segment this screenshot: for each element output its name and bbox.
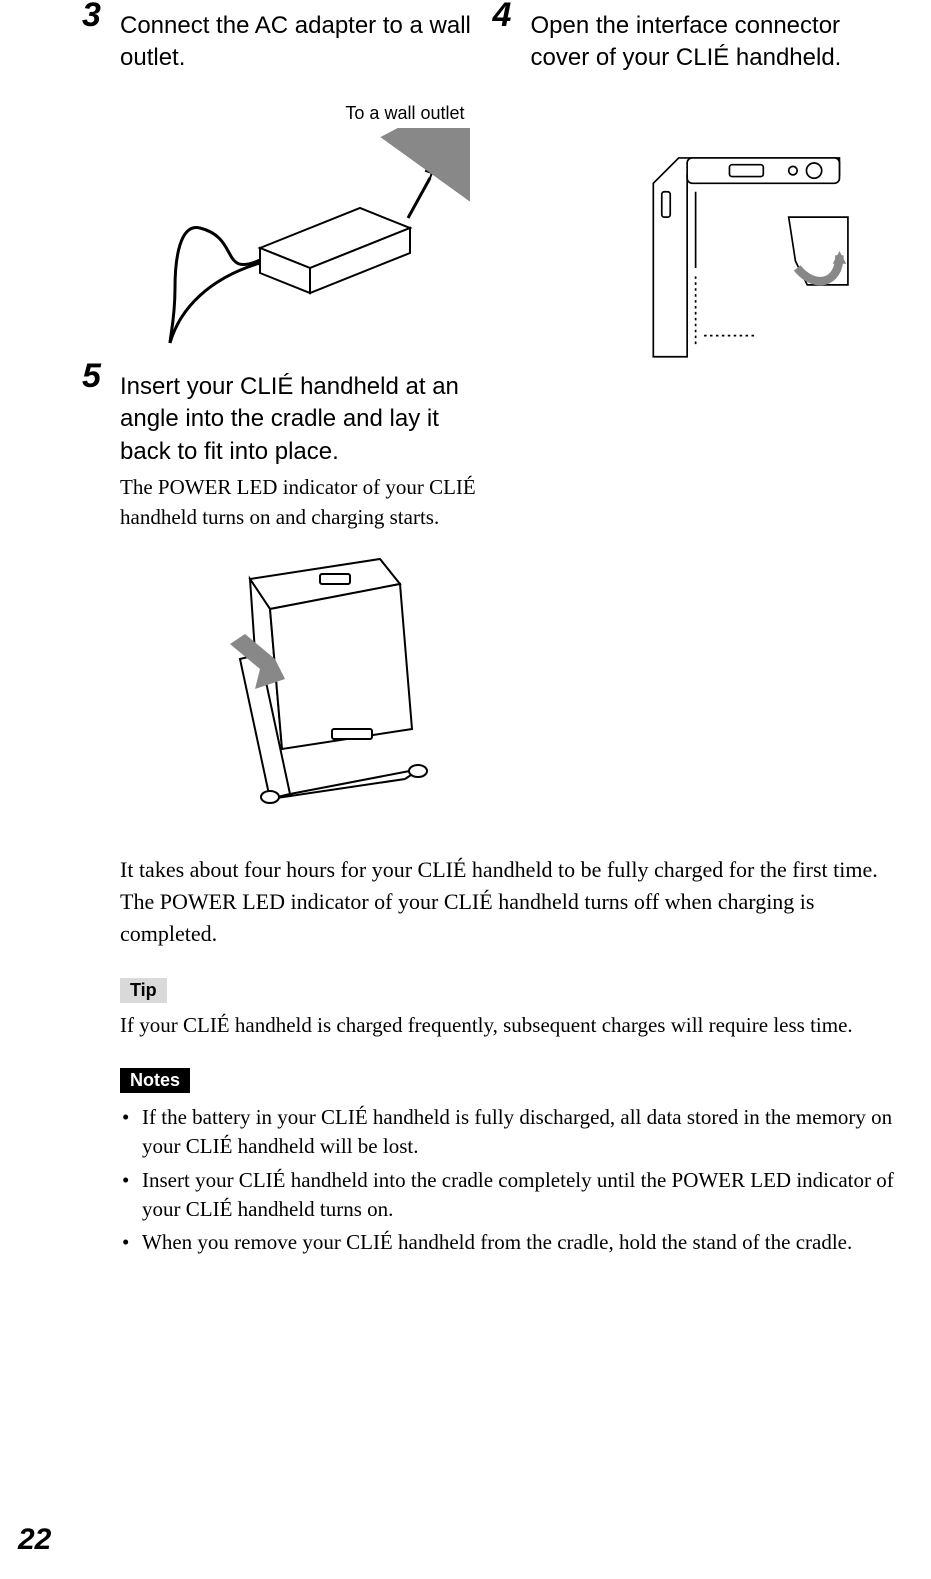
tip-label: Tip [120, 978, 167, 1003]
step-5-number: 5 [82, 357, 101, 396]
step-3-title: Connect the AC adapter to a wall outlet. [120, 10, 491, 75]
step-4: 4 Open the interface connector cover of … [531, 10, 902, 75]
figure-ac-adapter [150, 128, 470, 348]
page-number: 22 [18, 1523, 51, 1557]
step-5-body: The POWER LED indicator of your CLIÉ han… [120, 472, 491, 533]
notes-item: When you remove your CLIÉ handheld from … [120, 1228, 921, 1257]
notes-list: If the battery in your CLIÉ handheld is … [120, 1103, 921, 1258]
charging-paragraph: It takes about four hours for your CLIÉ … [120, 854, 911, 950]
notes-item: If the battery in your CLIÉ handheld is … [120, 1103, 921, 1162]
figure-insert-cradle [190, 549, 480, 809]
step-4-number: 4 [493, 0, 512, 35]
figure-connector-cover [561, 141, 881, 361]
step-3-number: 3 [82, 0, 101, 35]
step-4-title: Open the interface connector cover of yo… [531, 10, 902, 75]
tip-text: If your CLIÉ handheld is charged frequen… [120, 1011, 921, 1040]
step-5-title: Insert your CLIÉ handheld at an angle in… [120, 371, 491, 468]
step-5: 5 Insert your CLIÉ handheld at an angle … [120, 371, 491, 533]
notes-label: Notes [120, 1068, 190, 1093]
step-3: 3 Connect the AC adapter to a wall outle… [120, 10, 491, 75]
figure-3-caption: To a wall outlet [120, 103, 491, 124]
notes-item: Insert your CLIÉ handheld into the cradl… [120, 1166, 921, 1225]
